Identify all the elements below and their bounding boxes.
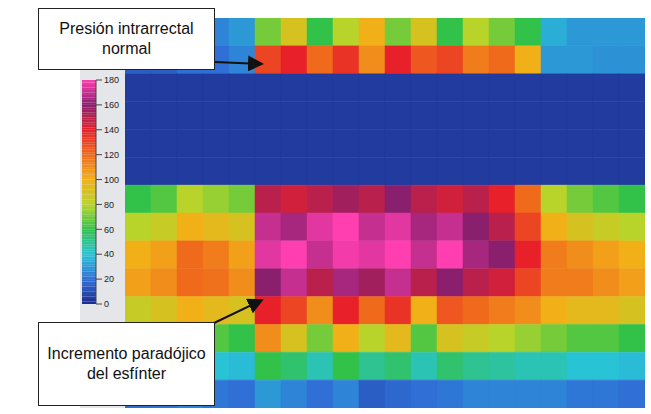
svg-text:0: 0 <box>104 299 109 309</box>
svg-text:140: 140 <box>104 125 119 135</box>
html-text:Presión intrarrectal normal: Presión intrarrectal normal <box>59 20 194 57</box>
svg-text:120: 120 <box>104 150 119 160</box>
html-text:Incremento paradójico del esfí: Incremento paradójico del esfínter <box>47 345 206 382</box>
svg-text:100: 100 <box>104 175 119 185</box>
svg-text:80: 80 <box>104 200 114 210</box>
svg-text:180: 180 <box>104 75 119 85</box>
svg-text:40: 40 <box>104 249 114 259</box>
svg-text:60: 60 <box>104 225 114 235</box>
svg-text:20: 20 <box>104 274 114 284</box>
svg-text:160: 160 <box>104 100 119 110</box>
